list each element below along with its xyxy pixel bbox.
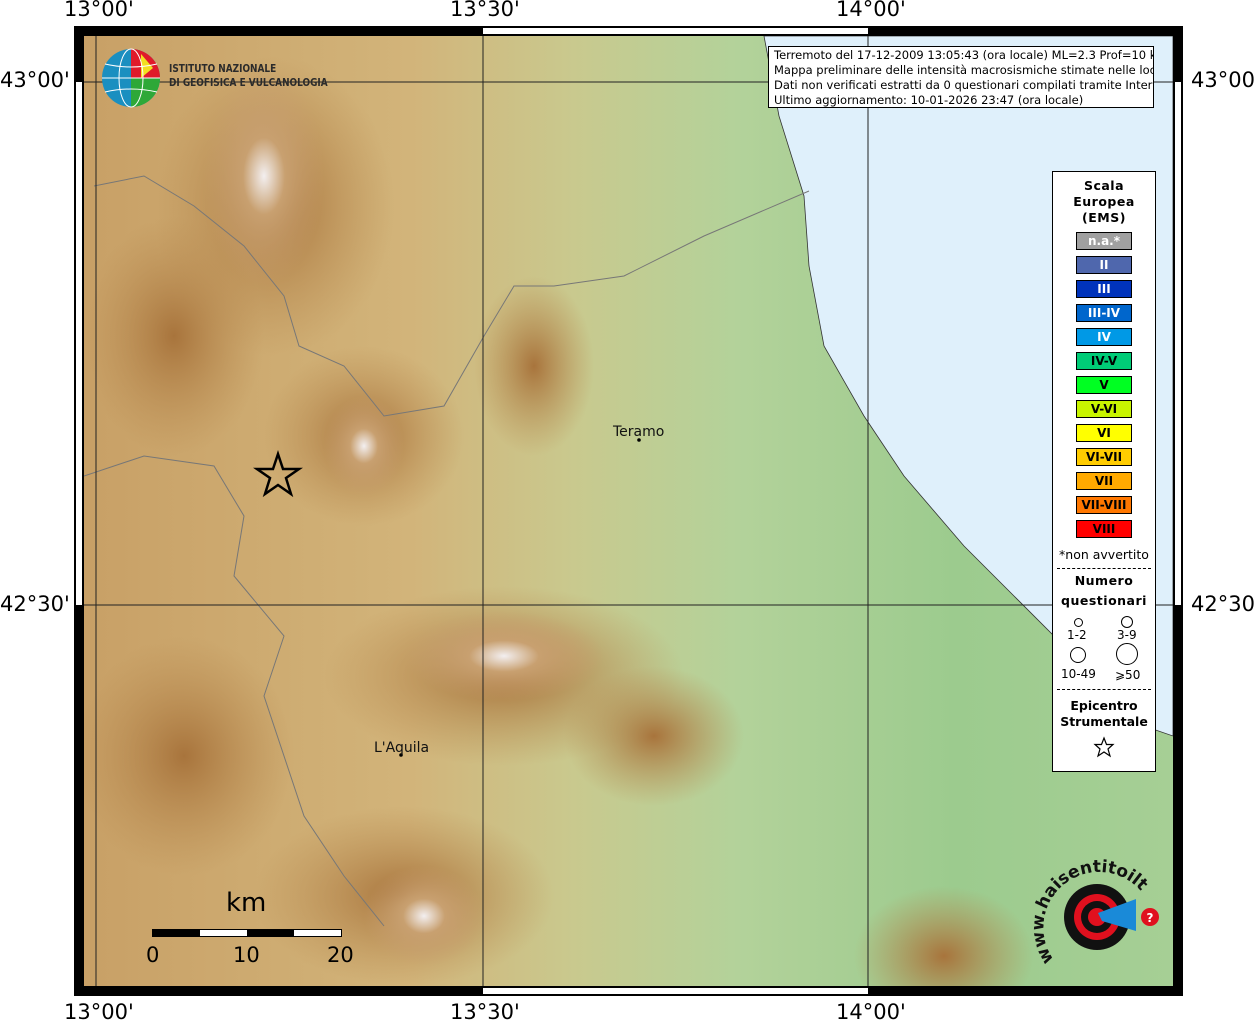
scalebar-label-10: 10 <box>233 943 260 967</box>
legend-title: Scala Europea (EMS) <box>1053 178 1155 226</box>
info-line-1: Terremoto del 17-12-2009 13:05:43 (ora l… <box>774 48 1154 62</box>
scalebar <box>152 929 342 937</box>
intensity-swatch: n.a.* <box>1076 232 1132 250</box>
legend-divider <box>1057 568 1151 569</box>
lon-tick-bottom-3: 14°00' <box>836 1000 906 1024</box>
info-line-3: Dati non verificati estratti da 0 questi… <box>774 78 1154 92</box>
circle-size-1-icon <box>1074 618 1083 627</box>
size-legend: 1-2 3-9 10-49 ⩾50 <box>1053 611 1155 687</box>
place-laquila: L'Aquila <box>374 740 430 756</box>
terrain-map[interactable] <box>84 36 1173 986</box>
lon-tick-top-2: 13°30' <box>450 0 520 21</box>
lat-tick-right-1: 43°00' <box>1191 68 1256 92</box>
questionnaires-title-2: questionari <box>1061 593 1147 608</box>
questionnaires-title-1: Numero <box>1074 573 1134 588</box>
laquila-marker <box>399 753 403 757</box>
intensity-swatch: VII-VIII <box>1076 496 1132 514</box>
frame-white-bottom <box>483 988 868 994</box>
lon-tick-top-3: 14°00' <box>836 0 906 21</box>
legend: Scala Europea (EMS) n.a.* II III III-IV IV IV… <box>1052 171 1156 772</box>
intensity-swatch: III <box>1076 280 1132 298</box>
lon-tick-bottom-1: 13°00' <box>64 1000 134 1024</box>
intensity-swatch: VIII <box>1076 520 1132 538</box>
legend-title-1: Scala <box>1083 178 1125 193</box>
legend-title-3: (EMS) <box>1082 210 1126 225</box>
intensity-swatch: IV-V <box>1076 352 1132 370</box>
intensity-swatch: VII <box>1076 472 1132 490</box>
circle-size-2-icon <box>1121 616 1133 628</box>
frame-white-left <box>76 82 82 605</box>
legend-note: *non avvertito <box>1059 547 1149 562</box>
legend-divider-2 <box>1057 689 1151 690</box>
event-info-box: Terremoto del 17-12-2009 13:05:43 (ora l… <box>768 46 1154 108</box>
frame-white-right <box>1175 82 1181 605</box>
graticule <box>84 36 1173 986</box>
admin-boundaries <box>84 175 810 927</box>
circle-size-3-icon <box>1070 647 1086 663</box>
place-teramo: Teramo <box>613 424 665 440</box>
size-label-4: ⩾50 <box>1115 668 1141 682</box>
lon-tick-bottom-2: 13°30' <box>450 1000 520 1024</box>
intensity-swatch: IV <box>1076 328 1132 346</box>
questionnaires-title: Numero questionari <box>1053 571 1155 611</box>
epicenter-title: Epicentro Strumentale <box>1053 698 1155 730</box>
size-label-3: 10-49 <box>1061 667 1096 681</box>
scalebar-unit: km <box>226 888 267 918</box>
epicenter-star-icon[interactable] <box>252 450 304 498</box>
lon-tick-top-1: 13°00' <box>64 0 134 21</box>
haisentito-logo[interactable]: ? www.haisentitoilterremoto.it <box>1032 855 1162 980</box>
frame-white-top <box>483 28 868 34</box>
size-label-2: 3-9 <box>1117 628 1137 642</box>
lat-tick-left-2: 42°30' <box>0 592 70 616</box>
epicenter-star-icon <box>1093 736 1115 758</box>
intensity-swatch: II <box>1076 256 1132 274</box>
svg-text:?: ? <box>1147 911 1154 925</box>
lat-tick-left-1: 43°00' <box>0 68 70 92</box>
info-line-2: Mappa preliminare delle intensità macros… <box>774 63 1154 77</box>
ingv-logo: ISTITUTO NAZIONALE DI GEOFISICA E VULCAN… <box>101 48 328 112</box>
ingv-name-1: ISTITUTO NAZIONALE <box>169 63 277 75</box>
intensity-swatch: V <box>1076 376 1132 394</box>
globe-icon <box>102 48 160 108</box>
size-label-1: 1-2 <box>1067 628 1087 642</box>
relief <box>84 56 1034 986</box>
intensity-scale: n.a.* II III III-IV IV IV-V V V-VI VI VI-VII VII VI… <box>1053 232 1155 538</box>
intensity-swatch: V-VI <box>1076 400 1132 418</box>
teramo-marker <box>637 438 641 442</box>
scalebar-label-0: 0 <box>146 943 160 967</box>
epicenter-title-2: Strumentale <box>1060 714 1148 729</box>
ingv-name-2: DI GEOFISICA E VULCANOLOGIA <box>169 77 328 89</box>
info-line-4: Ultimo aggiornamento: 10-01-2026 23:47 (… <box>774 93 1084 107</box>
legend-title-2: Europea <box>1073 194 1135 209</box>
intensity-swatch: III-IV <box>1076 304 1132 322</box>
scalebar-label-20: 20 <box>327 943 354 967</box>
intensity-swatch: VI-VII <box>1076 448 1132 466</box>
epicenter-title-1: Epicentro <box>1070 698 1138 713</box>
circle-size-4-icon <box>1116 643 1138 665</box>
lat-tick-right-2: 42°30' <box>1191 592 1256 616</box>
intensity-swatch: VI <box>1076 424 1132 442</box>
